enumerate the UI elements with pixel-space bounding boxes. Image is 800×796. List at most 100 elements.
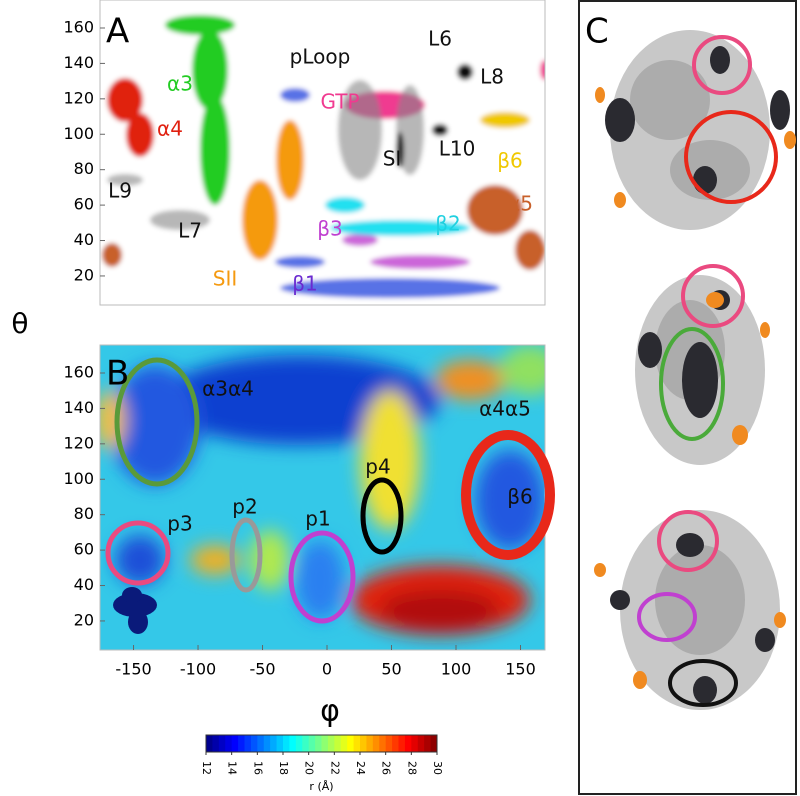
- colorbar-segment: [347, 735, 355, 752]
- annotation: L7: [178, 219, 202, 243]
- colorbar-segment: [308, 735, 316, 752]
- colorbar-tick-label: 28: [405, 761, 418, 775]
- x-tick-label: 0: [322, 660, 332, 679]
- annotation: p4: [365, 455, 390, 479]
- colorbar-segment: [340, 735, 348, 752]
- annotation: GTP: [320, 90, 359, 114]
- y-tick-label: 60: [74, 195, 94, 214]
- colorbar-segment: [276, 735, 284, 752]
- colorbar-segment: [225, 735, 233, 752]
- colorbar-segment: [244, 735, 252, 752]
- colorbar-segment: [238, 735, 245, 752]
- colorbar-segment: [212, 735, 220, 752]
- y-tick-label: 60: [74, 540, 94, 559]
- y-tick-label: 120: [63, 433, 94, 452]
- panel-b-circles: [105, 357, 555, 624]
- x-tick-label: 100: [441, 660, 472, 679]
- x-axis-label: φ: [320, 694, 340, 729]
- colorbar-segment: [218, 735, 226, 752]
- colorbar-segment: [321, 735, 329, 752]
- panel-label: C: [585, 12, 609, 52]
- x-tick-label: -50: [249, 660, 275, 679]
- panel-label: B: [106, 354, 129, 394]
- y-tick-label: 140: [63, 398, 94, 417]
- colorbar-segment: [206, 735, 213, 752]
- colorbar-tick-label: 30: [431, 761, 444, 775]
- x-tick-label: 150: [505, 660, 536, 679]
- annotation: β3: [317, 217, 343, 241]
- panel-label: A: [106, 12, 129, 52]
- colorbar-tick-label: 26: [380, 761, 393, 775]
- y-tick-label: 20: [74, 610, 94, 629]
- annotation: β6: [497, 149, 523, 173]
- x-tick-label: -150: [115, 660, 151, 679]
- annotation: β1: [292, 272, 318, 296]
- panel-a-frame: [99, 0, 546, 306]
- y-tick-label: 160: [63, 362, 94, 381]
- annotation: SI: [383, 147, 402, 171]
- colorbar-segment: [424, 735, 432, 752]
- colorbar-segment: [404, 735, 412, 752]
- colorbar-segment: [430, 735, 438, 752]
- y-tick-label: 40: [74, 230, 94, 249]
- y-tick-label: 160: [63, 17, 94, 36]
- colorbar-segment: [334, 735, 342, 752]
- colorbar-segment: [372, 735, 380, 752]
- annotation: L9: [108, 179, 132, 203]
- colorbar-segment: [385, 735, 393, 752]
- colorbar-tick-label: 20: [303, 761, 316, 775]
- annotation: L6: [428, 27, 452, 51]
- colorbar-segment: [257, 735, 265, 752]
- colorbar-segment: [231, 735, 239, 752]
- colorbar-tick-label: 18: [277, 761, 290, 775]
- colorbar-segment: [353, 735, 361, 752]
- annotation: p1: [305, 507, 330, 531]
- y-tick-label: 120: [63, 88, 94, 107]
- x-tick-label: -100: [180, 660, 216, 679]
- colorbar-segment: [315, 735, 322, 752]
- annotation: α3α4: [202, 377, 254, 401]
- colorbar-tick-label: 12: [200, 761, 213, 775]
- annotation: α3: [167, 72, 193, 96]
- panel-a-density: [100, 0, 545, 305]
- colorbar-segment: [327, 735, 335, 752]
- y-axis-label: θ: [11, 307, 28, 340]
- y-tick-label: 140: [63, 53, 94, 72]
- annotation: SII: [213, 267, 238, 291]
- colorbar-segment: [283, 735, 290, 752]
- y-tick-label: 80: [74, 159, 94, 178]
- colorbar-tick-label: 14: [226, 761, 239, 775]
- y-tick-label: 100: [63, 469, 94, 488]
- colorbar-segment: [289, 735, 297, 752]
- x-tick-label: 50: [381, 660, 401, 679]
- colorbar-segment: [379, 735, 387, 752]
- colorbar-tick-label: 24: [354, 761, 367, 775]
- colorbar-tick-label: 22: [328, 761, 341, 775]
- annotation: L8: [480, 65, 504, 89]
- colorbar-segment: [392, 735, 399, 752]
- colorbar-segment: [398, 735, 406, 752]
- protein-structures: [594, 30, 796, 710]
- colorbar-segment: [270, 735, 278, 752]
- annotation: β6: [507, 485, 533, 509]
- colorbar-segment: [360, 735, 367, 752]
- colorbar-segment: [302, 735, 310, 752]
- annotation: β2: [435, 212, 461, 236]
- y-tick-label: 20: [74, 265, 94, 284]
- panel-b-heatmap: [100, 345, 545, 650]
- annotation: L10: [439, 137, 476, 161]
- colorbar-segment: [411, 735, 419, 752]
- annotation: α4: [157, 117, 183, 141]
- colorbar-segment: [263, 735, 271, 752]
- colorbar-segment: [250, 735, 258, 752]
- y-tick-label: 40: [74, 575, 94, 594]
- annotation: p2: [232, 495, 257, 519]
- colorbar-tick-label: 16: [251, 761, 264, 775]
- y-tick-label: 100: [63, 124, 94, 143]
- colorbar-segment: [366, 735, 374, 752]
- colorbar-segment: [295, 735, 303, 752]
- colorbar-segment: [417, 735, 425, 752]
- colorbar-frame: [205, 734, 438, 753]
- colorbar-label: r (Å): [309, 780, 333, 793]
